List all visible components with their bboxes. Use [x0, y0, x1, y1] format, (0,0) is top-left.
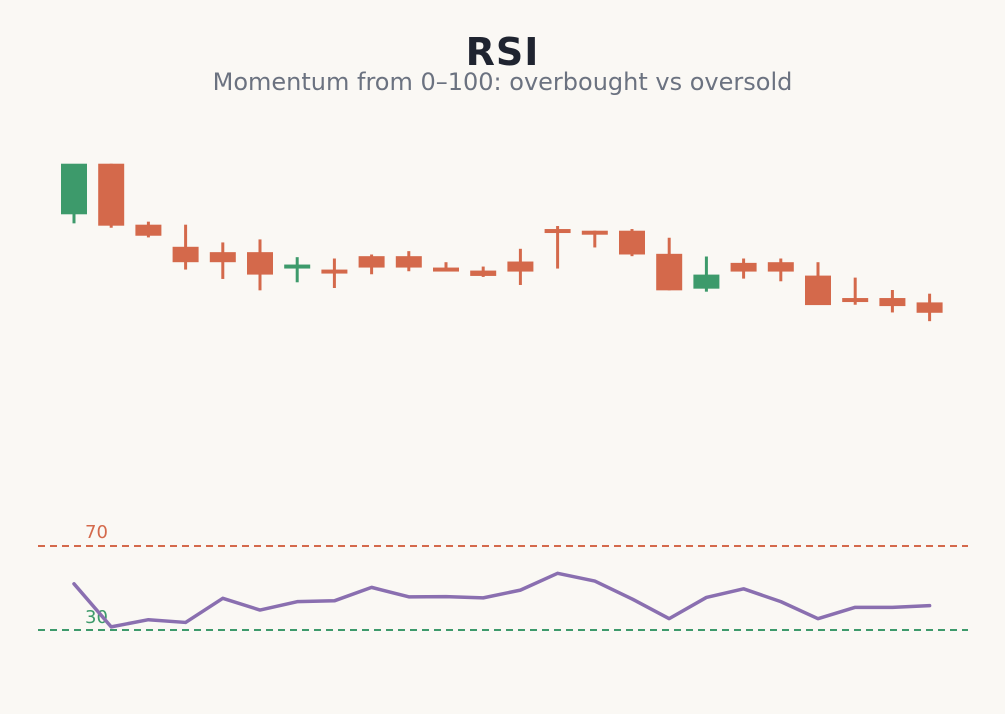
- candle-body: [61, 163, 87, 215]
- candle: [879, 290, 906, 313]
- candle: [693, 256, 720, 292]
- candle: [284, 257, 311, 283]
- candle: [98, 163, 125, 228]
- candle-body: [916, 302, 943, 313]
- candle: [730, 258, 757, 279]
- candle-body: [767, 262, 794, 272]
- candle-body: [842, 298, 869, 303]
- candle: [544, 226, 571, 269]
- candle-body: [135, 224, 162, 236]
- candle: [61, 163, 87, 224]
- candle-body: [172, 246, 199, 263]
- candle-body: [805, 275, 831, 306]
- candle-body: [693, 274, 720, 289]
- candle: [581, 230, 608, 248]
- overbought-label: 70: [85, 522, 108, 543]
- candle-body: [209, 252, 236, 263]
- candle-body: [656, 253, 683, 291]
- candle-body: [619, 230, 645, 255]
- chart-subtitle: Momentum from 0–100: overbought vs overs…: [212, 68, 793, 96]
- candle: [507, 248, 534, 285]
- candlestick-panel: [61, 163, 943, 322]
- candle-body: [433, 267, 459, 272]
- candle: [209, 242, 236, 279]
- candle-body: [247, 252, 273, 275]
- candle: [470, 266, 497, 277]
- candle: [172, 224, 199, 270]
- candle-body: [581, 230, 608, 235]
- candle-body: [321, 269, 348, 274]
- candle: [842, 277, 869, 305]
- candle: [395, 251, 422, 272]
- candle-body: [395, 256, 422, 268]
- candle: [805, 262, 831, 306]
- oversold-label: 30: [85, 607, 108, 628]
- candle-body: [358, 256, 385, 268]
- candle: [656, 237, 683, 291]
- candle: [433, 262, 459, 272]
- candle-body: [879, 298, 906, 307]
- candle: [135, 221, 162, 238]
- candle: [619, 229, 645, 257]
- candle: [321, 258, 348, 288]
- candle-body: [730, 262, 757, 272]
- chart-title: RSI: [465, 30, 540, 74]
- rsi-panel: 70 30: [38, 522, 968, 631]
- candle: [767, 258, 794, 282]
- candle-body: [98, 163, 125, 226]
- candle: [358, 254, 385, 275]
- rsi-line: [72, 571, 932, 629]
- candle: [247, 239, 273, 291]
- candle-body: [507, 261, 534, 272]
- candle: [916, 293, 943, 322]
- candle-body: [544, 229, 571, 234]
- candle-body: [470, 270, 497, 276]
- candle-body: [284, 264, 311, 269]
